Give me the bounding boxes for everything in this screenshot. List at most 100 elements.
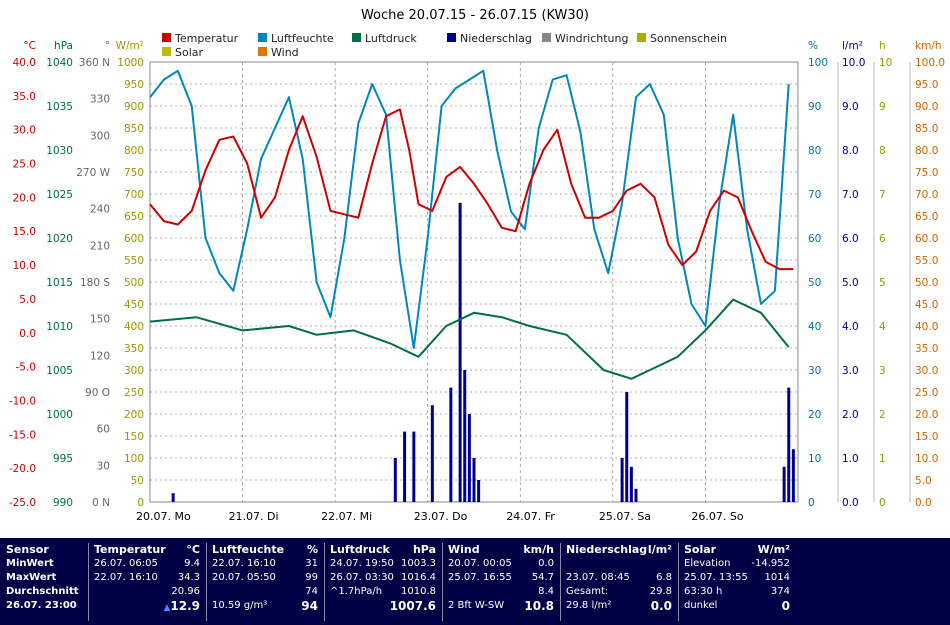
sunshine-axis-tick: 8 — [879, 145, 886, 157]
solar-elev-label: Elevation — [684, 558, 731, 569]
press-current: 1007.6 — [389, 599, 436, 613]
solar-axis-tick: 500 — [124, 277, 144, 289]
pressure-axis-tick: 1005 — [46, 365, 73, 377]
rain-bar — [403, 431, 407, 502]
rain-bar — [787, 387, 791, 502]
solar-axis-tick: 250 — [124, 387, 144, 399]
direction-axis-tick: 210 — [90, 240, 110, 252]
temp-current-value: 12.9 — [170, 599, 200, 613]
solar-axis-tick: 950 — [124, 79, 144, 91]
legend-label: Wind — [271, 46, 299, 59]
rain-bar — [629, 466, 633, 502]
rain-bar — [472, 458, 476, 502]
rain-bar — [393, 458, 397, 502]
solar-max-date: 25.07. 13:55 — [684, 572, 748, 583]
direction-axis-tick: 330 — [90, 94, 110, 106]
solar-axis-tick: 750 — [124, 167, 144, 179]
temp-current: ▲12.9 — [163, 599, 200, 615]
hum-max: 99 — [305, 572, 318, 583]
solar-axis-tick: 800 — [124, 145, 144, 157]
press-max-date: 26.07. 03:30 — [330, 572, 394, 583]
legend-swatch — [542, 33, 551, 42]
solar-axis-tick: 600 — [124, 233, 144, 245]
wind-axis-tick: 70.0 — [915, 189, 938, 201]
direction-axis-tick: 300 — [90, 130, 110, 142]
sunshine-axis-tick: 9 — [879, 101, 886, 113]
solar-hours: 63:30 h — [684, 586, 723, 597]
wind-min-date: 20.07. 00:05 — [448, 558, 512, 569]
legend-swatch — [258, 47, 267, 56]
wind-axis-tick: 60.0 — [915, 233, 938, 245]
stats-panel: Sensor MinWert MaxWert Durchschnitt 26.0… — [0, 538, 950, 625]
solar-header: Solar — [684, 543, 717, 556]
humidity-axis-unit: % — [808, 40, 818, 52]
sunshine-axis-tick: 4 — [879, 321, 886, 333]
humidity-axis-tick: 80 — [808, 145, 821, 157]
solar-axis-tick: 450 — [124, 299, 144, 311]
sunshine-axis-tick: 5 — [879, 277, 886, 289]
temperature-axis-tick: 15.0 — [13, 226, 36, 238]
legend-swatch — [447, 33, 456, 42]
temp-unit: °C — [186, 543, 200, 556]
sunshine-axis-tick: 10 — [879, 57, 892, 69]
trend-up-icon: ▲ — [163, 603, 171, 613]
rain-bar — [477, 480, 481, 502]
pressure-axis-tick: 1010 — [46, 321, 73, 333]
wind-axis-tick: 25.0 — [915, 387, 938, 399]
day-label: 26.07. So — [691, 510, 743, 523]
temperature-axis-tick: -25.0 — [9, 497, 36, 509]
wind-avg: 8.4 — [538, 586, 554, 597]
max-label: MaxWert — [6, 572, 57, 583]
legend-label: Sonnenschein — [650, 32, 727, 45]
temperature-axis-tick: 10.0 — [13, 260, 36, 272]
sunshine-axis-tick: 0 — [879, 497, 886, 509]
rain-axis-tick: 10.0 — [842, 57, 865, 69]
wind-axis-tick: 85.0 — [915, 123, 938, 135]
legend-swatch — [162, 47, 171, 56]
pressure-axis-tick: 1015 — [46, 277, 73, 289]
wind-axis-tick: 55.0 — [915, 255, 938, 267]
sunshine-axis-unit: h — [879, 40, 886, 52]
sunshine-axis-tick: 2 — [879, 409, 886, 421]
sunshine-axis-tick: 6 — [879, 233, 886, 245]
wind-axis-tick: 50.0 — [915, 277, 938, 289]
wind-axis-tick: 95.0 — [915, 79, 938, 91]
temperature-axis-tick: -5.0 — [16, 362, 37, 374]
hum-min-date: 22.07. 16:10 — [212, 558, 276, 569]
wind-header: Wind — [448, 543, 480, 556]
legend-label: Windrichtung — [555, 32, 628, 45]
wind-axis-tick: 35.0 — [915, 343, 938, 355]
humidity-line — [149, 69, 790, 349]
day-label: 20.07. Mo — [136, 510, 191, 523]
wind-axis-tick: 10.0 — [915, 453, 938, 465]
rain-header: Niederschlag — [566, 543, 648, 556]
solar-axis-tick: 200 — [124, 409, 144, 421]
temperature-axis-tick: -10.0 — [9, 395, 36, 407]
direction-axis-tick: 150 — [90, 314, 110, 326]
wind-column: Wind km/h 20.07. 00:05 0.0 25.07. 16:55 54.… — [448, 543, 558, 623]
rain-bar — [620, 458, 624, 502]
chart-title: Woche 20.07.15 - 26.07.15 (KW30) — [361, 8, 589, 23]
temp-min-date: 26.07. 06:05 — [94, 558, 158, 569]
direction-axis-tick: 180 S — [80, 277, 110, 289]
day-label: 25.07. Sa — [599, 510, 651, 523]
solar-axis-tick: 0 — [137, 497, 144, 509]
rain-bar — [782, 466, 786, 502]
rain-axis-tick: 5.0 — [842, 277, 859, 289]
hum-min: 31 — [305, 558, 318, 569]
solar-max: 1014 — [764, 572, 790, 583]
pressure-axis-tick: 1040 — [46, 57, 73, 69]
humidity-axis-tick: 100 — [808, 57, 828, 69]
temperature-line — [149, 108, 794, 271]
wind-axis-tick: 75.0 — [915, 167, 938, 179]
chart-axes: 40.035.030.025.020.015.010.05.00.0-5.0-1… — [9, 40, 945, 523]
legend-swatch — [637, 33, 646, 42]
legend-label: Luftdruck — [365, 32, 417, 45]
wind-axis-tick: 40.0 — [915, 321, 938, 333]
rain-axis-tick: 0.0 — [842, 497, 859, 509]
humidity-axis-tick: 20 — [808, 409, 821, 421]
rain-axis-tick: 2.0 — [842, 409, 859, 421]
solar-axis-unit: W/m² — [116, 40, 144, 52]
wind-axis-tick: 45.0 — [915, 299, 938, 311]
rain-bar — [634, 488, 638, 502]
